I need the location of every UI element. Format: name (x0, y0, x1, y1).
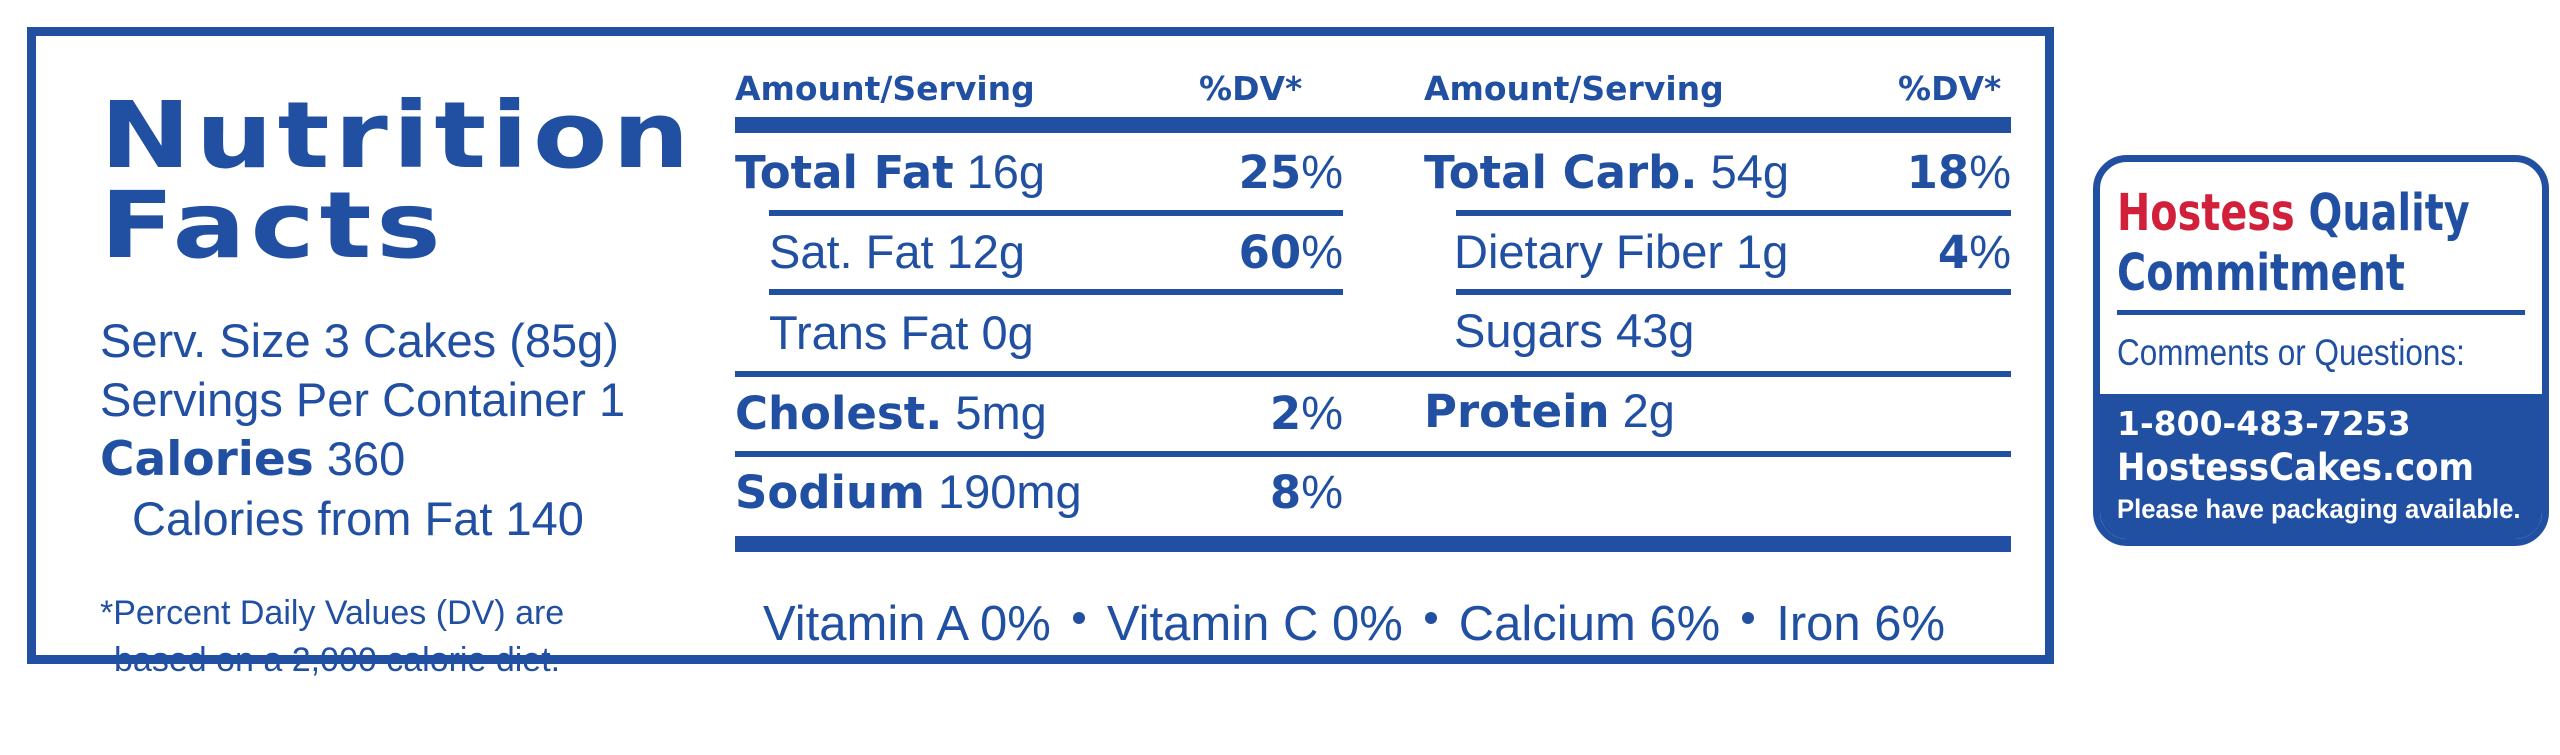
dv-percent: % (1301, 145, 1343, 198)
nutrient-amount: 54g (1710, 145, 1789, 198)
nutrient-amount: 1g (1736, 225, 1789, 278)
rule-3-right (1343, 371, 2011, 377)
dv-number: 8 (1269, 466, 1302, 519)
dv-number: 25 (1238, 146, 1302, 199)
website: HostessCakes.com (2117, 446, 2475, 489)
dv-percent: % (1301, 386, 1343, 439)
nutrient-name: Sugars (1454, 304, 1603, 357)
dv-percent: % (1969, 225, 2011, 278)
dv-dietary-fiber: 4% (1816, 224, 2011, 279)
commitment-word: Commitment (2117, 244, 2405, 303)
nutrient-name: Protein (1424, 385, 1610, 438)
row-cholesterol: Cholest. 5mg (735, 385, 1047, 440)
nutrient-name: Total Carb. (1424, 146, 1698, 199)
nutrient-name: Cholest. (735, 387, 943, 440)
iron: Iron 6% (1776, 597, 1946, 651)
row-total-carb: Total Carb. 54g (1424, 144, 1789, 199)
dv-total-carb: 18% (1816, 144, 2011, 199)
bullet-icon (1742, 612, 1755, 625)
label-summary: Nutrition Facts Serv. Size 3 Cakes (85g)… (100, 90, 700, 684)
bottom-rule (735, 536, 2011, 552)
calories-value: 360 (326, 432, 406, 485)
dv-percent: % (1301, 465, 1343, 518)
dv-number: 2 (1269, 387, 1302, 440)
nutrition-facts-panel: Nutrition Facts Serv. Size 3 Cakes (85g)… (27, 27, 2054, 679)
rule-1-left (769, 210, 1343, 216)
header-amount-left: Amount/Serving (735, 69, 1035, 108)
nutrient-amount: 43g (1615, 304, 1695, 357)
calories-line: Calories 360 (100, 429, 700, 489)
brand-name: Hostess (2117, 184, 2295, 243)
nutrient-name: Trans Fat (769, 306, 969, 359)
row-dietary-fiber: Dietary Fiber 1g (1454, 224, 1788, 279)
rule-3-left (735, 371, 1343, 377)
nutrient-amount: 16g (966, 145, 1046, 198)
nutrient-name: Sat. Fat (769, 225, 934, 278)
calcium: Calcium 6% (1458, 597, 1721, 651)
nutrient-amount: 190mg (937, 465, 1082, 518)
rule-4-left (735, 451, 1343, 457)
card-divider (2117, 310, 2525, 315)
dv-sodium: 8% (1136, 464, 1343, 519)
dv-percent: % (1301, 225, 1343, 278)
header-amount-right: Amount/Serving (1424, 69, 1724, 108)
dv-sat-fat: 60% (1136, 224, 1343, 279)
footnote-line2: based on a 2,000 calorie diet. (114, 641, 561, 679)
calories-from-fat: Calories from Fat 140 (132, 492, 584, 545)
servings-per-container: Servings Per Container 1 (100, 373, 626, 426)
vitamin-a: Vitamin A 0% (763, 597, 1051, 651)
quality-word: Quality (2308, 184, 2470, 243)
footnote-line1: *Percent Daily Values (DV) are (100, 594, 565, 632)
title-nutrition: Nutrition (100, 82, 695, 189)
dv-number: 60 (1238, 226, 1302, 279)
bullet-icon (1072, 612, 1085, 625)
nutrient-name: Dietary Fiber (1454, 225, 1724, 278)
nutrient-amount: 12g (946, 225, 1026, 278)
rule-2-left (769, 289, 1343, 295)
quality-commitment-card: Hostess Quality Commitment Comments or Q… (2093, 155, 2549, 546)
dv-cholesterol: 2% (1136, 385, 1343, 440)
nutrient-name: Sodium (735, 466, 925, 519)
row-sat-fat: Sat. Fat 12g (769, 224, 1025, 279)
title-facts: Facts (100, 172, 446, 279)
packaging-note: Please have packaging available. (2117, 494, 2521, 524)
row-total-fat: Total Fat 16g (735, 144, 1045, 199)
nutrient-amount: 0g (981, 306, 1034, 359)
header-rule (735, 117, 2011, 133)
header-dv-left: %DV* (1199, 69, 1303, 108)
serving-size: Serv. Size 3 Cakes (85g) (100, 314, 619, 367)
calories-label: Calories (100, 432, 314, 487)
card-question: Comments or Questions: (2117, 332, 2465, 373)
phone-number: 1-800-483-7253 (2117, 404, 2411, 443)
card-heading: Hostess Quality Commitment (2117, 184, 2470, 304)
rule-2-right (1456, 289, 2011, 295)
header-dv-right: %DV* (1898, 69, 2002, 108)
dv-percent: % (1969, 145, 2011, 198)
rule-1-right (1456, 210, 2011, 216)
bullet-icon (1424, 612, 1437, 625)
card-contact-footer: 1-800-483-7253 HostessCakes.com Please h… (2100, 394, 2542, 539)
nutrient-name: Total Fat (735, 146, 954, 199)
rule-4-right (1343, 451, 2011, 457)
dv-total-fat: 25% (1136, 144, 1343, 199)
vitamin-c: Vitamin C 0% (1106, 597, 1403, 651)
dv-number: 18 (1906, 146, 1970, 199)
nutrient-amount: 5mg (955, 386, 1047, 439)
nutrient-amount: 2g (1622, 384, 1675, 437)
vitamins-line: Vitamin A 0% Vitamin C 0% Calcium 6% Iron 6… (763, 596, 1945, 652)
row-sodium: Sodium 190mg (735, 464, 1082, 519)
row-trans-fat: Trans Fat 0g (769, 305, 1034, 360)
row-sugars: Sugars 43g (1454, 303, 1694, 358)
dv-number: 4 (1937, 226, 1970, 279)
row-protein: Protein 2g (1424, 383, 1675, 438)
